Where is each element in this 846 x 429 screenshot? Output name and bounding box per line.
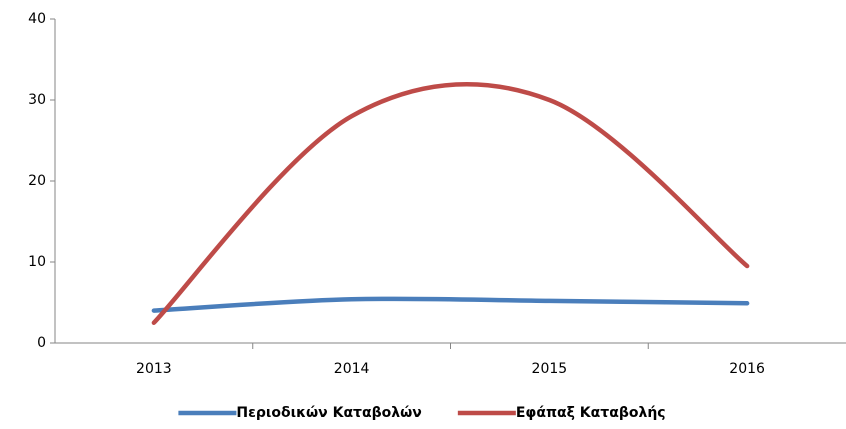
x-tick-label: 2013 [136, 361, 172, 377]
y-tick-label: 10 [28, 254, 46, 270]
y-tick-label: 0 [37, 335, 46, 351]
y-tick-label: 40 [28, 11, 46, 27]
legend-label: Περιοδικών Καταβολών [236, 405, 421, 421]
x-tick-label: 2014 [334, 361, 370, 377]
y-tick-label: 30 [28, 92, 46, 108]
line-series [151, 296, 750, 313]
x-tick-label: 2015 [532, 361, 568, 377]
y-tick-label: 20 [28, 173, 46, 189]
x-tick-label: 2016 [729, 361, 765, 377]
legend: Περιοδικών Καταβολών Εφάπαξ Καταβολής [178, 405, 666, 421]
line-series [151, 81, 750, 325]
legend-label: Εφάπαξ Καταβολής [516, 405, 666, 421]
